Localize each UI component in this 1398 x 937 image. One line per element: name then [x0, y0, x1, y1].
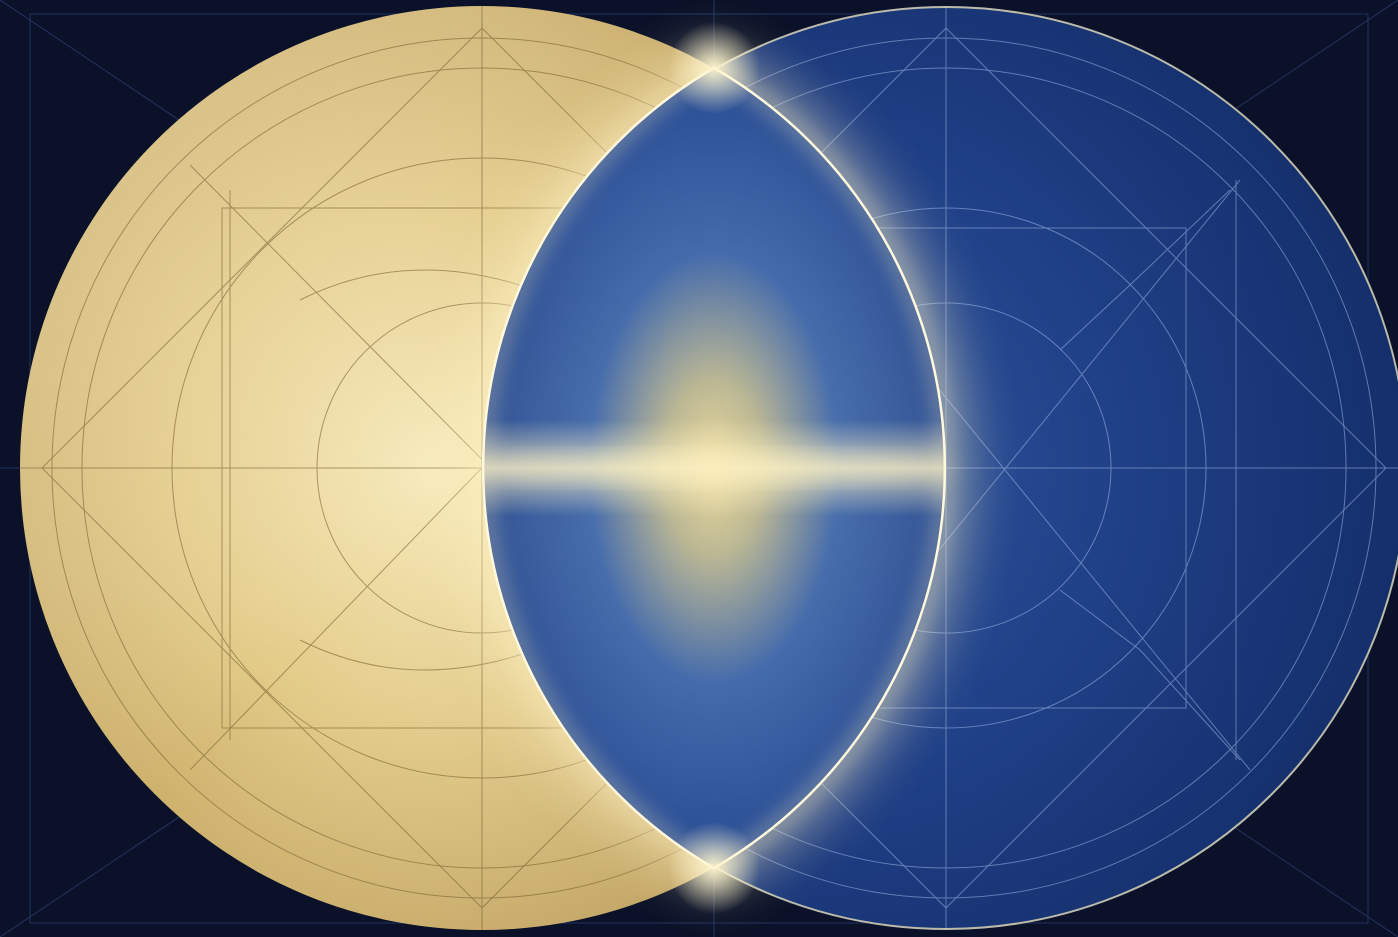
vertex-glows [474, 22, 954, 914]
